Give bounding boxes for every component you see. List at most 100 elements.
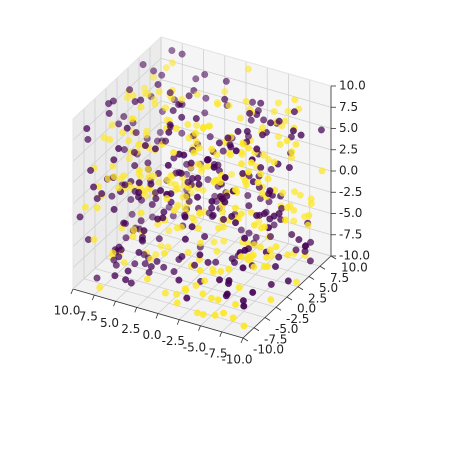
- scatter-point: [243, 127, 251, 135]
- scatter-point: [281, 216, 289, 224]
- scatter-point: [231, 300, 240, 309]
- y-tick-mark: [286, 296, 293, 301]
- scatter-point: [140, 227, 148, 235]
- scatter-point: [232, 147, 240, 155]
- scatter-point: [175, 276, 183, 284]
- scatter-point: [253, 145, 261, 153]
- scatter-point: [187, 159, 195, 167]
- x-tick-label: 10.0: [54, 304, 81, 318]
- scatter-point: [249, 288, 257, 296]
- scatter-point: [304, 221, 312, 229]
- y-tick-label: 7.5: [330, 271, 349, 285]
- scatter-point: [267, 296, 275, 304]
- z-tick-label: 2.5: [339, 142, 358, 156]
- scatter-point: [156, 128, 164, 136]
- scatter-point: [210, 163, 218, 171]
- scatter-point: [270, 212, 278, 220]
- scatter-point: [266, 232, 275, 241]
- scatter-point: [257, 170, 265, 178]
- scatter-point: [152, 195, 160, 203]
- x-tick-mark: [219, 331, 223, 338]
- scatter-point: [223, 290, 231, 298]
- scatter-point: [203, 156, 211, 164]
- scatter-point: [208, 204, 216, 212]
- scatter-point: [253, 211, 261, 220]
- scatter-point: [241, 177, 249, 185]
- scatter-point: [219, 215, 228, 223]
- scatter-point: [185, 134, 193, 142]
- scatter-point: [182, 193, 190, 201]
- scatter-point: [306, 257, 314, 265]
- scatter-point: [105, 100, 113, 108]
- scatter-point: [264, 175, 272, 183]
- scatter-point: [160, 208, 168, 216]
- y-tick-label: 5.0: [319, 281, 338, 295]
- scatter-point: [143, 275, 151, 283]
- scatter-point: [226, 141, 234, 149]
- scatter-point: [135, 248, 143, 256]
- z-tick-label: -2.5: [339, 185, 362, 199]
- scatter-point: [122, 234, 130, 242]
- scatter-point: [259, 124, 267, 132]
- scatter-point: [168, 46, 176, 55]
- scatter-point: [171, 181, 180, 189]
- scatter-point: [123, 124, 131, 132]
- scatter-point: [289, 127, 297, 135]
- scatter-point: [270, 221, 278, 229]
- scatter-point: [135, 188, 143, 196]
- scatter-point: [182, 286, 190, 294]
- grid-line: [160, 100, 332, 151]
- scatter-point: [274, 133, 282, 141]
- scatter-point: [206, 133, 214, 141]
- x-tick-label: 0.0: [142, 328, 161, 342]
- scatter-point: [83, 125, 91, 133]
- scatter-point: [144, 90, 152, 98]
- scatter-point: [160, 263, 168, 271]
- scatter-point: [158, 71, 166, 79]
- scatter-point: [189, 214, 197, 222]
- scatter-point: [267, 165, 275, 173]
- scatter-point: [125, 137, 133, 145]
- scatter-point: [137, 217, 145, 225]
- scatter-point: [201, 232, 209, 241]
- scatter-point: [114, 184, 123, 192]
- scatter-point: [215, 224, 223, 232]
- scatter-point: [178, 50, 186, 58]
- scatter-point: [193, 90, 201, 98]
- scatter-point: [220, 309, 228, 317]
- scatter-point: [245, 229, 253, 237]
- x-tick-mark: [134, 307, 138, 313]
- y-tick-mark: [330, 255, 337, 260]
- scatter-point: [288, 230, 296, 239]
- pane-edge: [160, 36, 332, 87]
- scatter-point: [161, 104, 170, 112]
- scatter-point: [211, 311, 219, 319]
- scatter-point: [138, 233, 147, 241]
- scatter-point: [130, 226, 138, 234]
- scatter-point: [279, 189, 287, 197]
- tick-labels: -10.0-7.5-5.0-2.50.02.55.07.510.0-10.0-7…: [54, 79, 370, 367]
- scatter-point: [254, 178, 262, 187]
- scatter-point: [105, 109, 113, 117]
- scatter-point: [151, 100, 159, 108]
- scatter-point: [263, 253, 271, 261]
- scatter-point: [290, 108, 298, 116]
- scatter-point: [225, 277, 233, 285]
- scatter-point: [110, 156, 118, 164]
- scatter-point: [127, 195, 135, 204]
- scatter-point: [266, 187, 274, 195]
- scatter-point: [161, 289, 169, 297]
- scatter-point: [250, 241, 258, 249]
- scatter-point: [162, 137, 170, 145]
- scatter-point: [164, 243, 172, 251]
- grid-line: [138, 227, 310, 277]
- scatter-point: [305, 211, 313, 219]
- scatter-point: [135, 179, 143, 187]
- scatter-point: [115, 120, 123, 128]
- scatter-point: [109, 249, 117, 257]
- scatter-point: [229, 314, 237, 322]
- scatter-point: [157, 186, 165, 195]
- x-tick-mark: [176, 319, 180, 325]
- scatter-point: [208, 145, 216, 153]
